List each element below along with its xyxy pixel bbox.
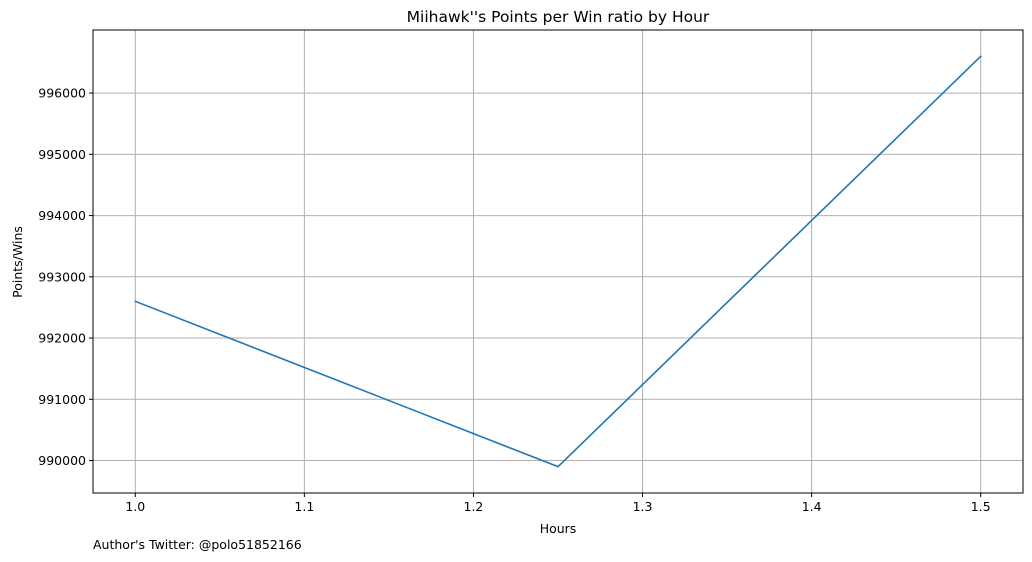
x-tick-label: 1.4 [802, 499, 822, 514]
y-tick-label: 992000 [38, 331, 86, 346]
plot-frame [92, 29, 1024, 494]
x-tick-label: 1.1 [294, 499, 314, 514]
y-tick-label: 990000 [38, 453, 86, 468]
y-axis: 990000 991000 992000 993000 994000 995000 9960… [38, 86, 93, 468]
x-axis-label: Hours [540, 521, 577, 536]
x-tick-label: 1.3 [633, 499, 653, 514]
data-point [557, 465, 559, 468]
x-tick-label: 1.0 [125, 499, 145, 514]
x-tick-label: 1.2 [464, 499, 484, 514]
y-tick-label: 993000 [38, 269, 86, 284]
grid [93, 30, 1023, 493]
y-tick-label: 996000 [38, 86, 86, 101]
x-tick-label: 1.5 [971, 499, 991, 514]
data-point [979, 55, 982, 58]
data-point [134, 300, 137, 303]
series-layer [134, 55, 982, 468]
chart-title: Miihawk''s Points per Win ratio by Hour [407, 8, 710, 26]
y-tick-label: 995000 [38, 147, 86, 162]
y-axis-label: Points/Wins [10, 226, 25, 298]
y-tick-label: 994000 [38, 208, 86, 223]
author-credit: Author's Twitter: @polo51852166 [93, 537, 302, 552]
x-axis: 1.0 1.1 1.2 1.3 1.4 1.5 [125, 493, 991, 514]
y-tick-label: 991000 [38, 392, 86, 407]
series-line [134, 55, 982, 468]
